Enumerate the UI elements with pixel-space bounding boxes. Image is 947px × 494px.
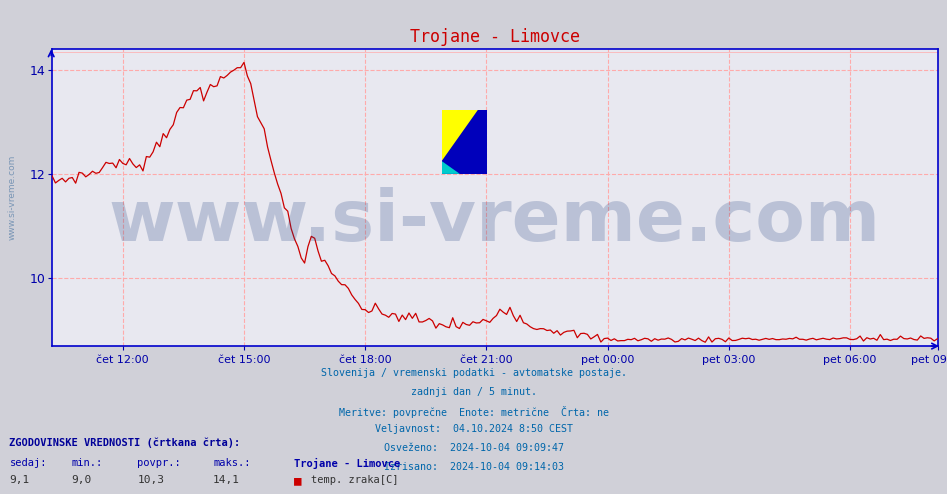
Text: 9,1: 9,1 [9,475,29,485]
Text: ZGODOVINSKE VREDNOSTI (črtkana črta):: ZGODOVINSKE VREDNOSTI (črtkana črta): [9,437,241,448]
Text: 10,3: 10,3 [137,475,165,485]
Text: Slovenija / vremenski podatki - avtomatske postaje.: Slovenija / vremenski podatki - avtomats… [320,368,627,378]
Text: Meritve: povprečne  Enote: metrične  Črta: ne: Meritve: povprečne Enote: metrične Črta:… [338,406,609,417]
Title: Trojane - Limovce: Trojane - Limovce [410,29,580,46]
Text: 9,0: 9,0 [71,475,91,485]
Text: Osveženo:  2024-10-04 09:09:47: Osveženo: 2024-10-04 09:09:47 [384,443,563,453]
Text: www.si-vreme.com: www.si-vreme.com [8,155,17,240]
Text: povpr.:: povpr.: [137,458,181,468]
Text: 14,1: 14,1 [213,475,241,485]
Text: ■: ■ [294,474,301,487]
Text: zadnji dan / 5 minut.: zadnji dan / 5 minut. [410,387,537,397]
Text: Veljavnost:  04.10.2024 8:50 CEST: Veljavnost: 04.10.2024 8:50 CEST [374,424,573,434]
Text: Trojane - Limovce: Trojane - Limovce [294,458,400,469]
Polygon shape [441,161,460,174]
Text: sedaj:: sedaj: [9,458,47,468]
Text: min.:: min.: [71,458,102,468]
Polygon shape [441,110,478,161]
Text: temp. zraka[C]: temp. zraka[C] [311,475,398,485]
Text: www.si-vreme.com: www.si-vreme.com [109,187,881,256]
Text: maks.:: maks.: [213,458,251,468]
Text: Izrisano:  2024-10-04 09:14:03: Izrisano: 2024-10-04 09:14:03 [384,462,563,472]
